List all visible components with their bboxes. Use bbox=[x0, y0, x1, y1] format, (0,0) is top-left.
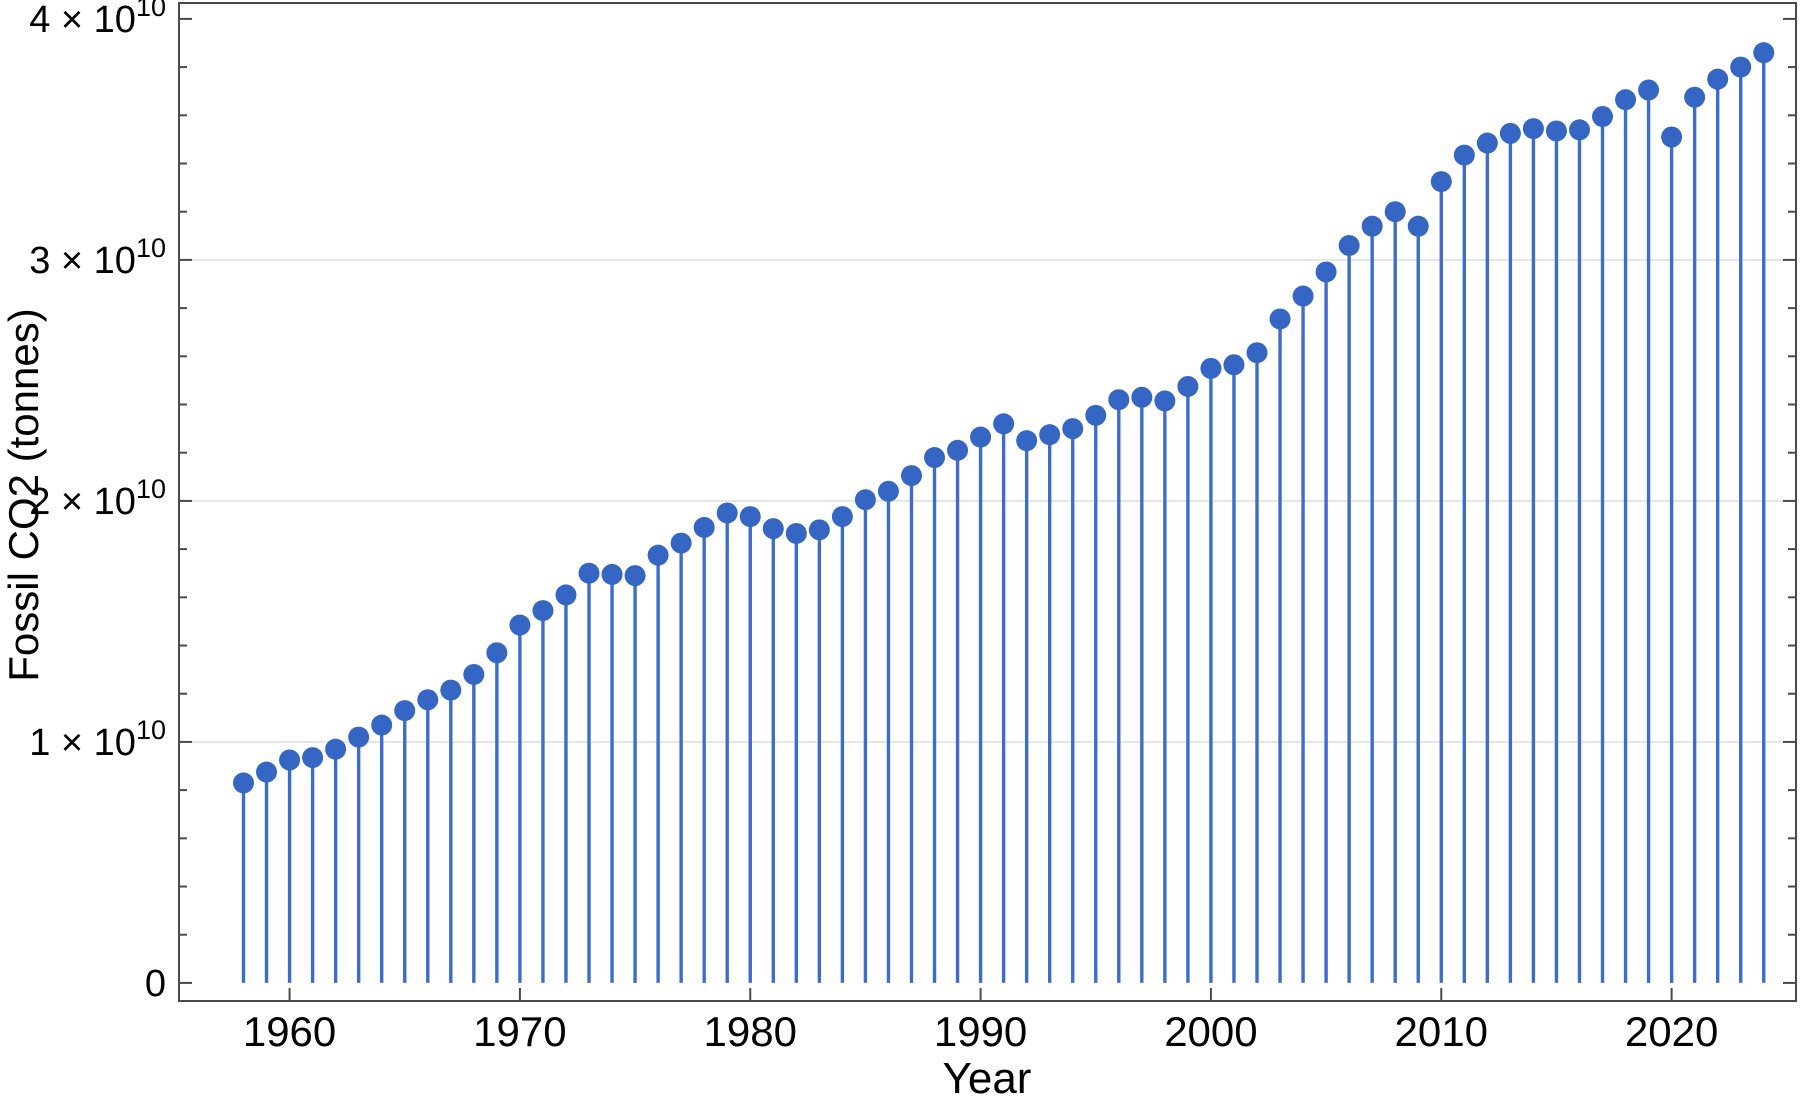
x-tick-label: 2000 bbox=[1164, 1008, 1257, 1055]
data-point bbox=[1568, 119, 1590, 141]
data-point bbox=[601, 563, 623, 585]
data-point bbox=[1085, 404, 1107, 426]
data-point bbox=[1131, 386, 1153, 408]
data-point bbox=[1522, 118, 1544, 140]
plot-frame bbox=[178, 2, 1797, 1002]
data-point bbox=[486, 642, 508, 664]
data-point bbox=[440, 679, 462, 701]
data-point bbox=[532, 600, 554, 622]
data-point bbox=[1016, 430, 1038, 452]
data-point bbox=[1661, 126, 1683, 148]
y-axis-title: Fossil CO2 (tonnes) bbox=[0, 308, 47, 681]
y-tick-label: 4 × 1010 bbox=[29, 0, 166, 41]
data-point bbox=[1707, 68, 1729, 90]
data-point bbox=[670, 532, 692, 554]
data-point bbox=[279, 749, 301, 771]
data-point bbox=[716, 502, 738, 524]
data-point bbox=[970, 426, 992, 448]
data-point bbox=[1730, 56, 1752, 78]
data-point bbox=[1545, 120, 1567, 142]
y-tick-label: 1 × 1010 bbox=[29, 715, 166, 764]
data-point bbox=[1592, 106, 1614, 128]
data-point bbox=[1384, 201, 1406, 223]
data-point bbox=[1615, 89, 1637, 111]
data-point bbox=[1154, 390, 1176, 412]
data-point bbox=[624, 565, 646, 587]
data-point bbox=[1246, 342, 1268, 364]
data-point bbox=[1338, 234, 1360, 256]
data-point bbox=[1476, 132, 1498, 154]
tick-labels-group: 0 1 × 1010 2 × 1010 3 × 1010 4 × 1010 1960 197… bbox=[29, 0, 1718, 1055]
ticks-group bbox=[179, 17, 1796, 1001]
data-point bbox=[924, 447, 946, 469]
data-point bbox=[739, 506, 761, 528]
data-point bbox=[1292, 285, 1314, 307]
x-tick-label: 1990 bbox=[934, 1008, 1027, 1055]
x-tick-label: 1970 bbox=[473, 1008, 566, 1055]
x-tick-label: 2010 bbox=[1395, 1008, 1488, 1055]
x-tick-label: 2020 bbox=[1625, 1008, 1718, 1055]
data-point bbox=[808, 519, 830, 541]
gridlines-group bbox=[179, 259, 1796, 743]
data-point bbox=[325, 738, 347, 760]
data-point bbox=[232, 772, 254, 794]
data-point bbox=[1177, 375, 1199, 397]
data-point bbox=[1039, 424, 1061, 446]
data-point bbox=[1684, 86, 1706, 108]
data-point bbox=[302, 747, 324, 769]
data-point bbox=[854, 489, 876, 511]
stem-series-group bbox=[232, 42, 1775, 983]
data-point bbox=[1315, 261, 1337, 283]
data-point bbox=[578, 562, 600, 584]
data-point bbox=[509, 614, 531, 636]
data-point bbox=[1638, 79, 1660, 101]
y-tick-label: 3 × 1010 bbox=[29, 233, 166, 282]
data-point bbox=[463, 663, 485, 685]
data-point bbox=[417, 689, 439, 711]
y-tick-label: 2 × 1010 bbox=[29, 474, 166, 523]
data-point bbox=[1453, 144, 1475, 166]
data-point bbox=[762, 518, 784, 540]
data-point bbox=[993, 413, 1015, 435]
x-tick-label: 1980 bbox=[704, 1008, 797, 1055]
data-point bbox=[877, 480, 899, 502]
data-point bbox=[555, 584, 577, 606]
data-point bbox=[693, 516, 715, 538]
data-point bbox=[831, 506, 853, 528]
data-point bbox=[1200, 357, 1222, 379]
y-tick-label: 0 bbox=[145, 963, 166, 1005]
data-point bbox=[348, 726, 370, 748]
data-point bbox=[947, 439, 969, 461]
data-point bbox=[785, 522, 807, 544]
data-point bbox=[256, 761, 278, 783]
data-point bbox=[1430, 171, 1452, 193]
x-tick-label: 1960 bbox=[243, 1008, 336, 1055]
data-point bbox=[1361, 215, 1383, 237]
x-axis-title: Year bbox=[943, 1054, 1032, 1103]
data-point bbox=[1753, 42, 1775, 64]
data-point bbox=[647, 544, 669, 566]
data-point bbox=[1269, 308, 1291, 330]
data-point bbox=[394, 700, 416, 722]
data-point bbox=[1223, 354, 1245, 376]
data-point bbox=[1407, 215, 1429, 237]
data-point bbox=[900, 465, 922, 487]
data-point bbox=[1108, 389, 1130, 411]
data-point bbox=[371, 714, 393, 736]
data-point bbox=[1499, 122, 1521, 144]
data-point bbox=[1062, 418, 1084, 440]
